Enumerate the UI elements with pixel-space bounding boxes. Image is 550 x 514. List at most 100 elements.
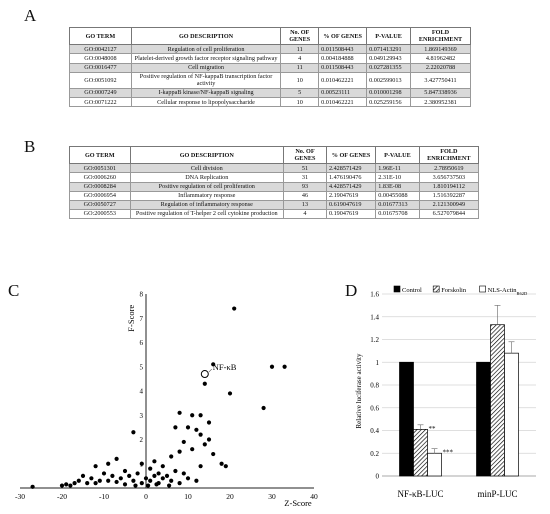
scatter-point	[282, 364, 287, 369]
panel-label-a: A	[24, 6, 37, 25]
table-cell: 0.01677313	[375, 199, 420, 210]
scatter-point	[89, 476, 94, 481]
legend-label-subscript: R62D	[516, 291, 528, 296]
scatter-point	[194, 478, 199, 483]
table-cell: GO:0007249	[69, 87, 132, 99]
table-cell: Cell division	[129, 163, 285, 174]
table-cell: Regulation of cell proliferation	[130, 44, 282, 55]
table-cell: 4.428571429	[325, 181, 377, 192]
go-table-a: GO TERM GO DESCRIPTION No. OF GENES% OF GE…	[69, 26, 471, 108]
y-tick-label: 3	[140, 412, 144, 420]
scatter-point	[106, 461, 111, 466]
scatter-point	[198, 464, 203, 469]
column-header: P-VALUE	[375, 145, 420, 165]
scatter-point	[227, 391, 233, 396]
scatter-point	[232, 306, 237, 311]
x-tick-label: -20	[57, 492, 67, 501]
scatter-point	[131, 478, 136, 483]
scatter-point	[64, 482, 69, 487]
table-row: GO:0048008 Platelet-derived growth factor…	[69, 53, 471, 64]
table-cell: 2.22020788	[410, 62, 471, 73]
table-cell: Inflammatory response	[129, 190, 285, 201]
table-row: GO:0051092 Positive regulation of NF-kapp…	[69, 71, 471, 89]
scatter-point	[202, 381, 207, 386]
table-cell: GO:0048008	[69, 53, 132, 64]
table-cell: 1.869149369	[410, 44, 471, 55]
x-category-label: NF-κB-LUC	[397, 489, 443, 499]
table-cell: GO:0016477	[69, 62, 132, 73]
table-row: GO:2000553 Positive regulation of T-helpe…	[69, 208, 480, 220]
scatter-point	[206, 420, 212, 425]
table-cell: 10	[280, 96, 320, 108]
table-row: GO:0006954 Inflammatory response 46 2.19047…	[69, 190, 480, 201]
table-cell: Cellular response to lipopolysaccharide	[130, 96, 282, 108]
column-header: No. OF GENES	[283, 145, 327, 165]
table-cell: 0.010462221	[318, 96, 368, 108]
table-cell: 13	[283, 199, 327, 210]
table-cell: 10	[280, 71, 320, 89]
table-cell: 1.810194112	[418, 181, 480, 192]
y-tick-label: 1	[376, 359, 380, 367]
scatter-point	[160, 476, 165, 481]
scatter-point	[68, 483, 73, 488]
table-row: GO:0042127 Regulation of cell proliferati…	[69, 44, 471, 55]
table-cell: 0.19047619	[325, 208, 377, 220]
scatter-point	[156, 471, 161, 476]
x-tick-label: 10	[184, 492, 192, 501]
legend-swatch	[393, 285, 401, 293]
y-tick-label: 8	[140, 291, 144, 299]
legend-label: Forskolin	[441, 287, 467, 294]
scatter-point	[185, 476, 191, 481]
column-header: P-VALUE	[366, 26, 412, 46]
table-cell: 0.00523111	[318, 87, 368, 99]
table-row: GO:0051301 Cell division 51 2.428571429 1.96…	[69, 163, 480, 174]
scatter-point	[59, 483, 65, 488]
table-cell: GO:0050727	[69, 199, 131, 210]
y-axis-title: Relative luciferase activity	[355, 353, 363, 429]
y-tick-label: 0.4	[370, 427, 379, 435]
scatter-point	[114, 479, 119, 485]
scatter-point	[131, 430, 136, 435]
panel-label-c: C	[8, 281, 20, 300]
table-cell: 5	[280, 87, 320, 99]
scatter-point	[160, 464, 165, 469]
scatter-point	[148, 466, 153, 471]
table-cell: 0.011508443	[318, 62, 368, 73]
bar	[427, 452, 442, 477]
scatter-point	[211, 362, 216, 367]
scatter-point	[194, 427, 199, 432]
scatter-point	[177, 410, 182, 415]
scatter-point	[269, 364, 275, 369]
scatter-point	[202, 442, 207, 447]
scatter-point	[154, 482, 159, 487]
column-header: GO DESCRIPTION	[130, 26, 282, 46]
panel-label-d: D	[345, 281, 358, 300]
bar	[413, 429, 428, 477]
scatter-point	[93, 464, 98, 469]
scatter-point	[261, 405, 266, 411]
bar	[504, 352, 519, 477]
scatter-point	[114, 456, 119, 461]
scatter-point	[177, 449, 182, 454]
legend-label: NLS-ActinR62D	[488, 287, 528, 296]
y-tick-label: 1.2	[370, 336, 379, 344]
y-tick-label: 5	[140, 363, 144, 371]
table-cell: GO:0051092	[69, 71, 132, 89]
scatter-point	[177, 481, 182, 486]
table-cell: 0.010462221	[318, 71, 368, 89]
table-cell: 0.011508443	[318, 44, 368, 55]
column-header: FOLD ENRICHMENT	[410, 26, 471, 46]
scatter-point	[101, 471, 107, 476]
table-cell: Platelet-derived growth factor receptor …	[130, 53, 282, 64]
table-cell: 11	[280, 62, 320, 73]
y-tick-label: 1.6	[370, 291, 379, 299]
column-header: GO TERM	[69, 145, 131, 165]
table-cell: 5.847338936	[410, 87, 471, 99]
scatter-point	[110, 473, 115, 478]
table-cell: 2.428571429	[325, 163, 377, 174]
scatter-point	[198, 413, 203, 418]
x-tick-label: -10	[99, 492, 109, 501]
table-cell: 1.476190476	[325, 172, 377, 183]
table-cell: Positive regulation of cell proliferatio…	[129, 181, 285, 192]
table-cell: 2.31E-10	[375, 172, 420, 183]
